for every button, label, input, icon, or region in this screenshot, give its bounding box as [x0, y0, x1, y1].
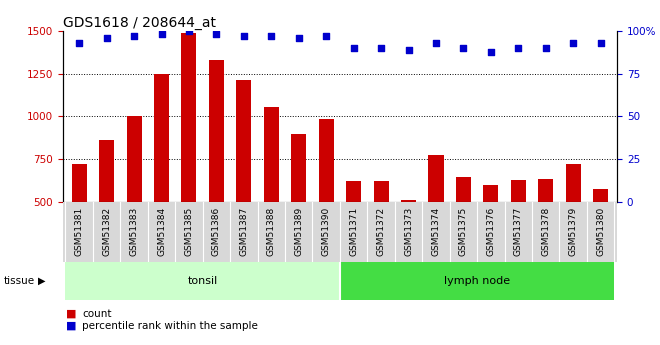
Point	[486, 49, 496, 54]
Text: GDS1618 / 208644_at: GDS1618 / 208644_at	[63, 16, 216, 30]
Text: GSM51381: GSM51381	[75, 207, 84, 256]
Text: ■: ■	[66, 321, 77, 331]
Point	[211, 32, 222, 37]
Text: GSM51372: GSM51372	[377, 207, 385, 256]
Text: lymph node: lymph node	[444, 276, 510, 286]
Text: tonsil: tonsil	[187, 276, 218, 286]
Bar	[593, 189, 608, 287]
Text: count: count	[82, 309, 112, 319]
Text: GSM51374: GSM51374	[432, 207, 440, 256]
Text: GSM51388: GSM51388	[267, 207, 276, 256]
Text: GSM51373: GSM51373	[404, 207, 413, 256]
Bar	[291, 134, 306, 287]
Text: GSM51375: GSM51375	[459, 207, 468, 256]
Point	[294, 35, 304, 41]
Text: tissue: tissue	[3, 276, 34, 286]
Point	[541, 45, 551, 51]
Point	[102, 35, 112, 41]
Point	[431, 40, 442, 46]
Bar	[483, 185, 498, 287]
Bar	[511, 180, 526, 287]
Bar	[154, 74, 169, 287]
Bar	[401, 200, 416, 287]
Bar	[456, 177, 471, 287]
Bar	[182, 33, 197, 287]
Point	[376, 45, 386, 51]
Point	[568, 40, 578, 46]
Bar	[374, 181, 389, 287]
Text: GSM51376: GSM51376	[486, 207, 496, 256]
Bar	[566, 164, 581, 287]
Text: GSM51371: GSM51371	[349, 207, 358, 256]
Text: GSM51382: GSM51382	[102, 207, 111, 256]
Text: GSM51390: GSM51390	[321, 207, 331, 256]
Point	[595, 40, 606, 46]
Bar	[236, 80, 251, 287]
Point	[238, 33, 249, 39]
Text: GSM51383: GSM51383	[129, 207, 139, 256]
Bar	[127, 116, 142, 287]
Text: GSM51385: GSM51385	[184, 207, 193, 256]
Text: ▶: ▶	[38, 276, 46, 286]
Text: GSM51384: GSM51384	[157, 207, 166, 256]
Bar	[428, 155, 444, 287]
Bar	[346, 181, 361, 287]
Bar	[264, 107, 279, 287]
Text: GSM51378: GSM51378	[541, 207, 550, 256]
Point	[74, 40, 84, 46]
Point	[129, 33, 139, 39]
Text: GSM51389: GSM51389	[294, 207, 303, 256]
Point	[348, 45, 359, 51]
Bar	[319, 119, 334, 287]
Point	[513, 45, 523, 51]
Point	[183, 28, 194, 34]
Point	[266, 33, 277, 39]
Point	[156, 32, 167, 37]
Bar	[65, 262, 340, 300]
Text: GSM51377: GSM51377	[513, 207, 523, 256]
Bar	[538, 179, 553, 287]
Text: GSM51379: GSM51379	[569, 207, 578, 256]
Point	[321, 33, 331, 39]
Text: GSM51387: GSM51387	[240, 207, 248, 256]
Bar	[340, 262, 614, 300]
Point	[403, 47, 414, 52]
Text: ■: ■	[66, 309, 77, 319]
Bar	[72, 164, 86, 287]
Text: percentile rank within the sample: percentile rank within the sample	[82, 321, 258, 331]
Bar	[99, 140, 114, 287]
Text: GSM51380: GSM51380	[596, 207, 605, 256]
Bar	[209, 60, 224, 287]
Text: GSM51386: GSM51386	[212, 207, 221, 256]
Point	[458, 45, 469, 51]
